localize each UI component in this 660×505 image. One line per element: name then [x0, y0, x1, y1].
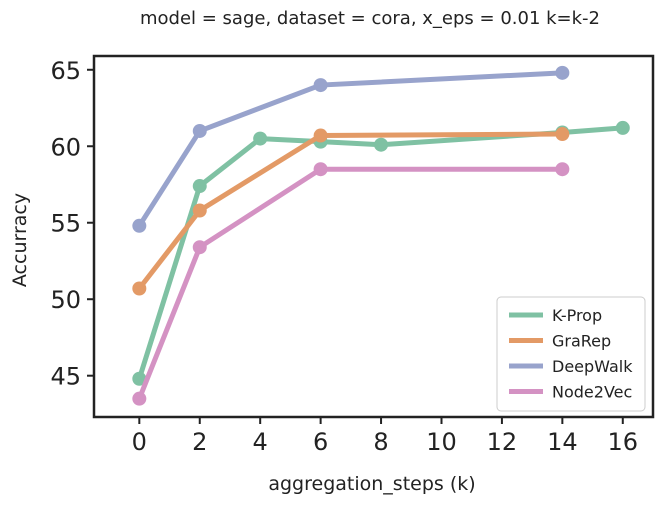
series-deepwalk [132, 65, 570, 233]
data-point [313, 78, 328, 93]
legend: K-Prop GraRep DeepWalk Node2Vec [496, 296, 646, 412]
legend-label: Node2Vec [552, 383, 632, 402]
data-point [555, 162, 570, 177]
series-line [136, 166, 565, 402]
legend-box [496, 296, 646, 412]
x-tick-label: 4 [253, 428, 268, 456]
data-point [313, 128, 328, 143]
x-axis-label: aggregation_steps (k) [268, 473, 475, 495]
y-tick-label: 60 [50, 133, 81, 161]
series-node2vec [132, 162, 570, 406]
legend-label: GraRep [552, 332, 611, 351]
plot-frame [92, 54, 655, 419]
series-line [136, 70, 565, 229]
x-tick-label: 0 [132, 428, 147, 456]
data-point [132, 391, 147, 406]
data-point [192, 123, 207, 138]
x-tick-label: 8 [373, 428, 388, 456]
legend-label: K-Prop [552, 306, 602, 325]
chart-title: model = sage, dataset = cora, x_eps = 0.… [140, 8, 600, 29]
y-tick-label: 45 [50, 363, 81, 391]
data-point [132, 371, 147, 386]
data-point [374, 137, 389, 152]
x-tick-label: 6 [313, 428, 328, 456]
y-tick-label: 65 [50, 57, 81, 85]
x-tick-label: 2 [192, 428, 207, 456]
data-point [555, 127, 570, 142]
legend-label: DeepWalk [552, 357, 633, 376]
y-axis-label: Accurracy [9, 193, 31, 287]
series-line [136, 131, 565, 292]
data-point [192, 203, 207, 218]
data-point [132, 218, 147, 233]
x-tick-label: 16 [608, 428, 639, 456]
axis-ticks: 0 2 4 6 8 10 12 14 16 45 50 55 60 65 [50, 57, 638, 456]
data-point [615, 120, 630, 135]
data-point [132, 281, 147, 296]
y-tick-label: 55 [50, 210, 81, 238]
y-tick-label: 50 [50, 286, 81, 314]
data-point [313, 162, 328, 177]
data-point [192, 179, 207, 194]
data-point [192, 240, 207, 255]
series-grarep [132, 127, 570, 296]
x-tick-label: 12 [487, 428, 518, 456]
data-point [555, 65, 570, 80]
x-tick-label: 14 [547, 428, 578, 456]
series-lines [132, 65, 630, 406]
x-tick-label: 10 [426, 428, 457, 456]
data-point [253, 131, 268, 146]
